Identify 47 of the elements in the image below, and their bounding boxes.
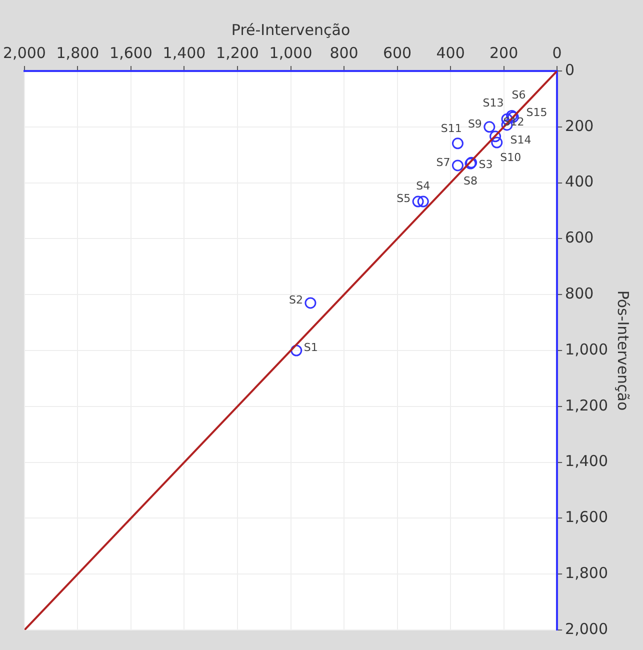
- point: [412, 196, 424, 208]
- x-tick-label: 1,400: [162, 44, 206, 62]
- data-label: S3: [478, 158, 493, 171]
- data-label: S8: [464, 174, 478, 188]
- x-tick-label: 1,200: [216, 44, 259, 62]
- data-label: S5: [396, 192, 411, 206]
- data-label: S4: [416, 179, 430, 192]
- x-tick-label: 0: [552, 44, 562, 62]
- y-tick-label: 1,200: [565, 396, 608, 414]
- point: [452, 138, 464, 150]
- x-tick-label: 1,600: [110, 44, 152, 62]
- x-tick-label: 400: [436, 44, 465, 62]
- x-tick-label: 200: [489, 44, 518, 62]
- y-tick-label: 200: [565, 116, 594, 135]
- data-label: S15: [526, 106, 548, 120]
- y-tick-label: 0: [565, 60, 575, 79]
- y-tick-label: 1,400: [565, 452, 608, 470]
- x-tick-label: 1,800: [56, 44, 100, 62]
- y-tick-label: 1,800: [565, 564, 608, 582]
- point: [491, 136, 503, 148]
- y-axis-title: Pós-Intervenção: [614, 290, 632, 411]
- point: [417, 196, 429, 208]
- data-label: S14: [510, 133, 532, 146]
- data-label: S13: [482, 96, 504, 110]
- point: [290, 344, 302, 356]
- data-label: S7: [436, 156, 450, 169]
- x-tick-label: 2,000: [2, 44, 46, 62]
- data-label: S2: [289, 294, 303, 307]
- y-tick-label: 2,000: [565, 620, 608, 638]
- data-label: S10: [500, 151, 522, 164]
- point: [304, 297, 316, 309]
- y-tick-label: 400: [565, 172, 594, 191]
- y-tick-label: 600: [565, 228, 594, 247]
- x-tick-label: 600: [382, 44, 412, 62]
- point: [452, 160, 464, 172]
- data-label: S1: [304, 341, 318, 354]
- y-tick-label: 1,000: [565, 340, 608, 358]
- y-tick-label: 1,600: [565, 508, 608, 526]
- point: [490, 130, 502, 142]
- x-tick-label: 1,000: [269, 44, 312, 62]
- x-axis-title: Pré-Intervenção: [231, 20, 350, 39]
- x-tick-label: 800: [330, 44, 358, 62]
- y-tick-label: 800: [565, 284, 594, 302]
- data-label: S6: [512, 88, 526, 102]
- data-label: S9: [468, 117, 482, 130]
- point: [484, 121, 496, 133]
- data-label: S11: [440, 122, 462, 135]
